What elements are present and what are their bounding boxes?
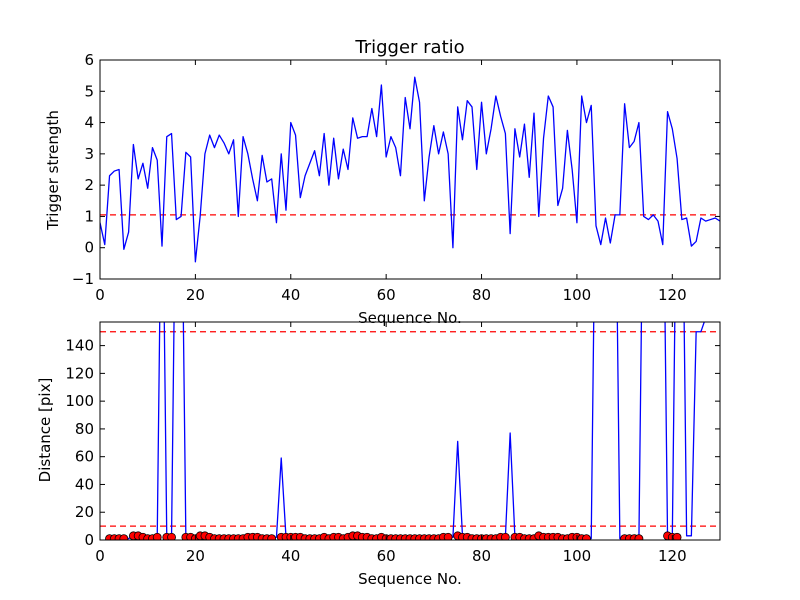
x-tick-label: 40 (281, 286, 300, 304)
x-tick-label: 120 (658, 547, 687, 565)
x-tick-label: 0 (95, 286, 105, 304)
y-tick-label: 0 (84, 531, 94, 549)
x-tick-label: 0 (95, 547, 105, 565)
data-point (672, 532, 682, 540)
x-tick-label: 80 (472, 547, 491, 565)
plot-area (100, 322, 720, 540)
y-tick-label: 40 (75, 475, 94, 493)
chart-title: Trigger ratio (354, 37, 464, 58)
x-tick-label: 20 (186, 286, 205, 304)
x-axis-label: Sequence No. (358, 309, 462, 327)
axes-frame (99, 321, 721, 541)
y-tick-label: 6 (84, 51, 94, 69)
axes-frame (99, 59, 721, 280)
data-point (634, 534, 644, 540)
trigger-ratio-panel: Trigger ratio Sequence No. Trigger stren… (44, 37, 721, 327)
data-point (152, 532, 162, 540)
x-tick-label: 60 (377, 547, 396, 565)
y-tick-label: 3 (84, 145, 94, 163)
y-tick-label: −1 (72, 270, 94, 288)
x-axis-label: Sequence No. (358, 570, 462, 588)
y-tick-label: 0 (84, 239, 94, 257)
data-point (582, 534, 591, 540)
data-point (267, 534, 277, 540)
y-tick-label: 1 (84, 207, 94, 225)
plot-area (100, 76, 720, 263)
y-axis-label: Distance [pix] (36, 378, 54, 483)
data-point (119, 534, 129, 540)
y-tick-label: 140 (65, 337, 94, 355)
series-line (100, 76, 720, 263)
distance-panel: Sequence No. Distance [pix] 0 20 40 60 80 100… (36, 321, 721, 588)
x-tick-label: 40 (281, 547, 300, 565)
y-tick-label: 80 (75, 420, 94, 438)
y-tick-label: 4 (84, 114, 94, 132)
x-tick-label: 20 (186, 547, 205, 565)
y-tick-label: 60 (75, 448, 94, 466)
x-tick-label: 100 (563, 286, 592, 304)
y-tick-label: 120 (65, 364, 94, 382)
data-point (167, 532, 176, 540)
data-point (500, 532, 510, 540)
x-tick-label: 60 (377, 286, 396, 304)
x-tick-label: 80 (472, 286, 491, 304)
x-tick-label: 120 (658, 286, 687, 304)
y-tick-label: 100 (65, 392, 94, 410)
y-tick-label: 2 (84, 176, 94, 194)
data-point (443, 532, 453, 540)
y-tick-label: 5 (84, 82, 94, 100)
y-tick-label: 20 (75, 503, 94, 521)
y-axis-label: Trigger strength (44, 110, 62, 231)
x-tick-label: 100 (563, 547, 592, 565)
